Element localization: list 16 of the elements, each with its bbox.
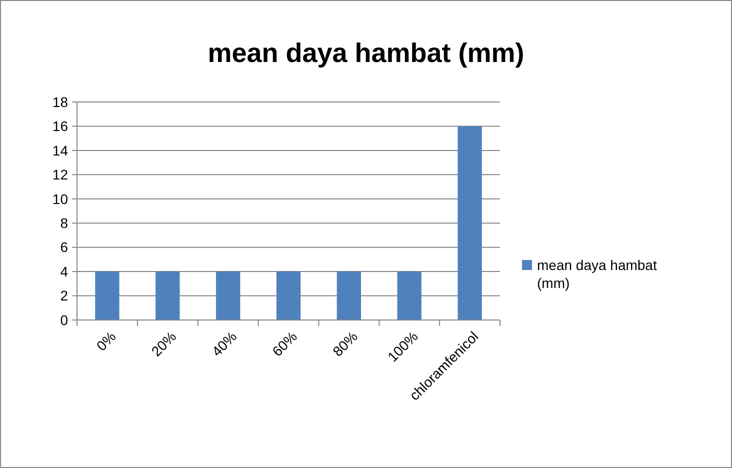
x-tick-label: 40%	[208, 328, 240, 360]
y-tick-label: 8	[60, 215, 68, 232]
chart-title: mean daya hambat (mm)	[208, 38, 524, 68]
x-tick-label: 60%	[268, 328, 300, 360]
y-tick-label: 10	[52, 190, 68, 207]
y-tick-label: 18	[52, 94, 68, 110]
y-tick-label: 16	[52, 118, 68, 134]
y-tick-label: 2	[60, 288, 68, 304]
x-tick-label: 80%	[329, 328, 361, 360]
y-tick-label: 0	[60, 312, 68, 328]
y-tick-label: 12	[52, 166, 68, 183]
y-tick-label: 4	[60, 263, 68, 280]
x-tick-label: 0%	[93, 328, 119, 354]
legend-label: mean daya hambat (mm)	[537, 256, 657, 292]
y-tick-label: 14	[52, 142, 68, 158]
y-tick-label: 6	[60, 239, 68, 256]
